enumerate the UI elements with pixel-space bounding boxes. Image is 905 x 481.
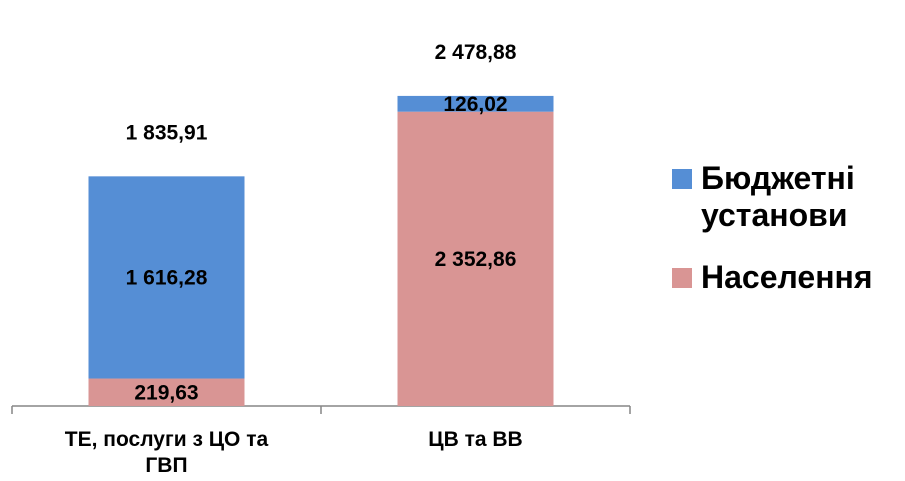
bar-segment-budget [397,95,554,112]
x-category-label: ЦВ та ВВ [428,428,522,451]
bar-value-label: 2 352,86 [435,248,517,271]
bar-value-label: 1 616,28 [126,266,208,289]
bar-total-label: 1 835,91 [126,121,208,144]
x-category-label: ТЕ, послуги з ЦО та [65,428,269,451]
bar-segment-budget [88,176,245,379]
x-category-label: ГВП [145,454,187,477]
bar-value-label: 126,02 [443,93,507,116]
bar-value-label: 219,63 [134,381,198,404]
bar-total-label: 2 478,88 [435,41,517,64]
legend-item-budget: Бюджетні установи [672,160,905,234]
legend-label-budget: Бюджетні установи [701,160,855,233]
legend-item-population: Населення [672,259,905,296]
legend-swatch-population [672,268,692,288]
legend-swatch-budget [672,169,692,189]
bar-segment-population [397,111,554,407]
legend-label-population: Населення [701,259,873,295]
bar-segment-population [88,378,245,406]
